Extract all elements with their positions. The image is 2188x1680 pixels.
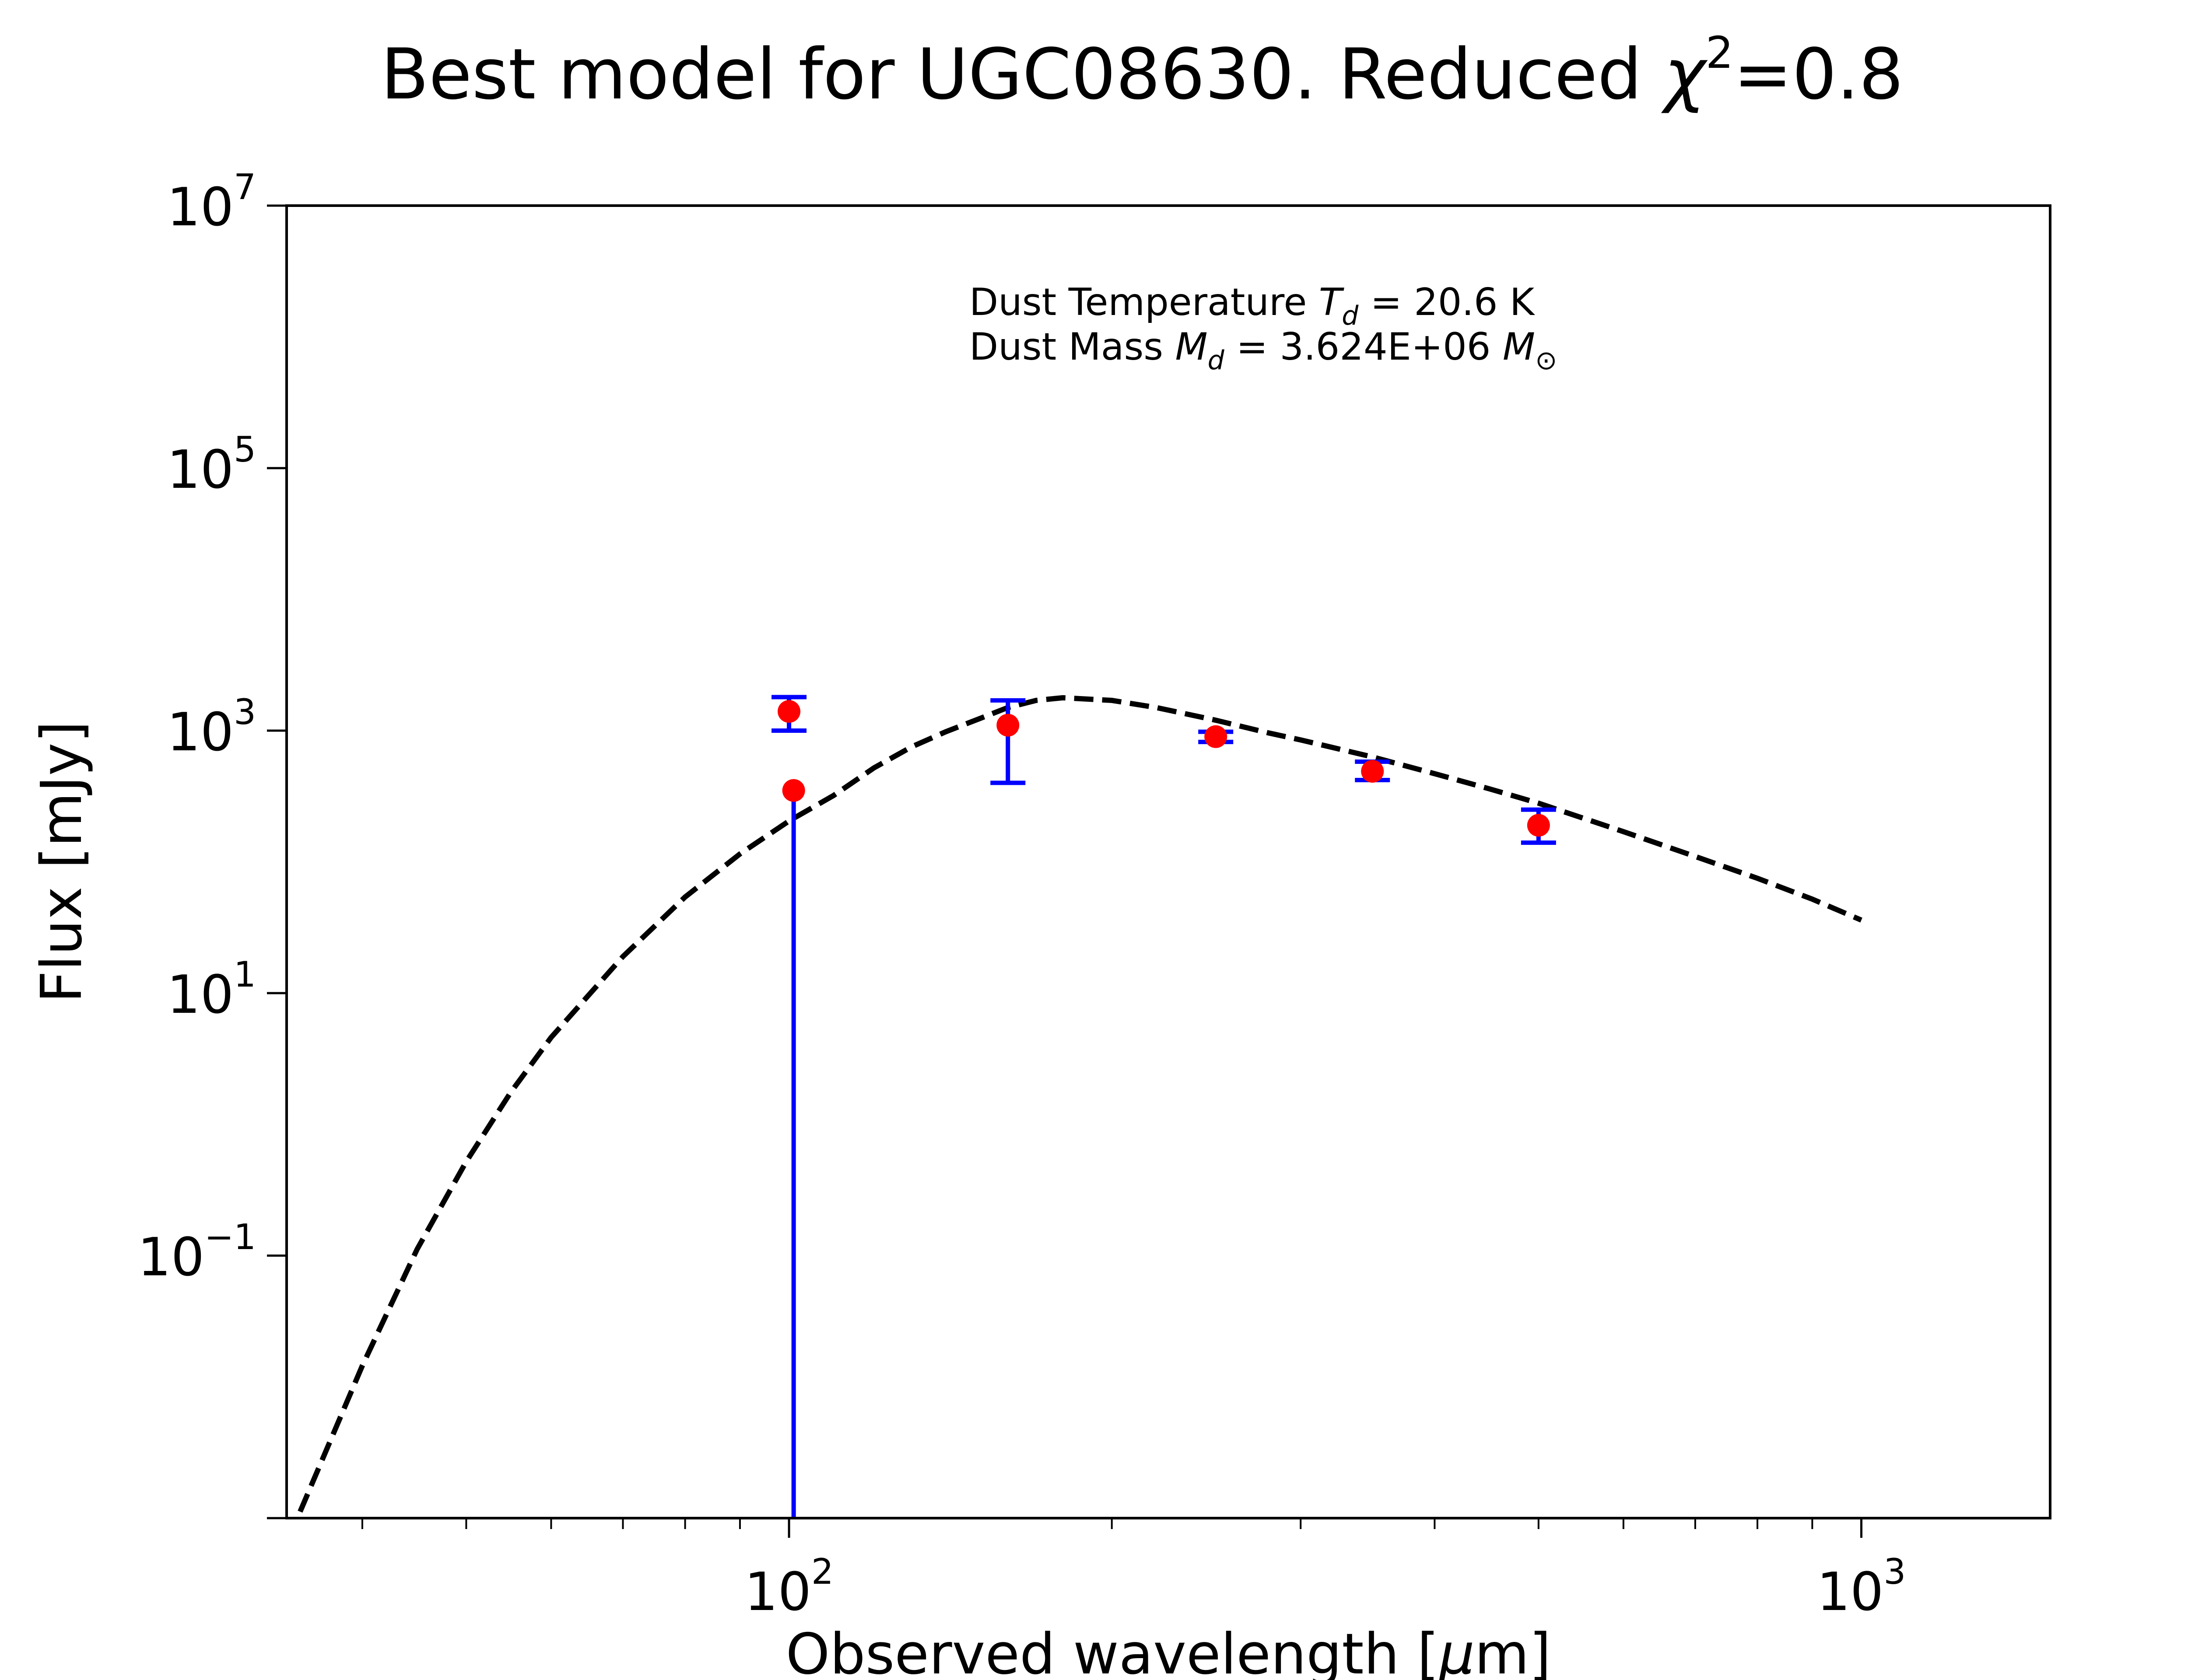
annotation-temperature-prefix: Dust Temperature <box>969 280 1319 324</box>
data-point-5 <box>1527 814 1550 837</box>
annotation-mass-prefix: Dust Mass <box>969 325 1175 369</box>
annotation-mass-unit: M <box>1503 325 1535 369</box>
annotation-mass: Dust Mass Md = 3.624E+06 M⊙ <box>969 325 1557 376</box>
annotation-mass-sub: d <box>1208 345 1225 376</box>
x-axis-label-main: Observed wavelength [ <box>786 1622 1439 1680</box>
y-tick-label-1: 101 <box>167 954 256 1026</box>
plot-area <box>298 695 1862 1518</box>
chart-title-tail: =0.8 <box>1733 33 1904 115</box>
axis-ticks: 102 103 10−1 101 103 105 107 <box>137 167 1906 1623</box>
x-tick-label-1: 103 <box>1817 1551 1906 1623</box>
annotation-temperature: Dust Temperature Td = 20.6 K <box>969 280 1536 331</box>
plot-frame <box>285 204 2051 1519</box>
y-tick-label-2: 103 <box>167 692 256 763</box>
annotation-mass-value: = 3.624E+06 <box>1224 325 1503 369</box>
data-point-4 <box>1361 760 1384 783</box>
chart-title-main: Best model for UGC08630. Reduced <box>381 33 1664 115</box>
x-axis-label-mu: μ <box>1438 1622 1474 1680</box>
data-point-2 <box>996 714 1020 737</box>
x-axis-label-tail: m] <box>1475 1622 1551 1680</box>
data-point-3 <box>1204 725 1227 748</box>
chart-title-chi: χ <box>1661 33 1708 115</box>
chart-title-sup: 2 <box>1706 27 1734 78</box>
y-tick-label-4: 107 <box>167 167 256 238</box>
annotation-temperature-sub: d <box>1342 301 1359 331</box>
annotation-temperature-value: = 20.6 K <box>1358 280 1536 324</box>
annotation-mass-symbol: M <box>1175 325 1207 369</box>
chart-title: Best model for UGC08630. Reduced χ2=0.8 <box>381 27 1904 115</box>
data-point-0 <box>778 700 801 723</box>
y-axis-label: Flux [mJy] <box>29 721 95 1003</box>
data-point-1 <box>782 779 805 802</box>
annotation-temperature-symbol: T <box>1319 280 1345 324</box>
y-tick-label-0: 10−1 <box>137 1217 256 1288</box>
y-tick-label-3: 105 <box>167 429 256 500</box>
x-tick-label-0: 102 <box>744 1551 834 1623</box>
annotation-mass-unit-sub: ⊙ <box>1535 345 1557 376</box>
x-axis-label: Observed wavelength [μm] <box>786 1622 1551 1680</box>
model-curve <box>298 695 1862 1513</box>
